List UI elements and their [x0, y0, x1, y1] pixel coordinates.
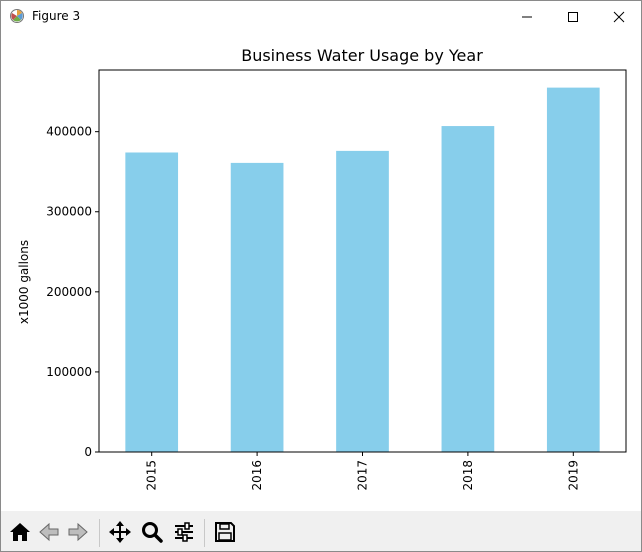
close-icon [613, 11, 625, 22]
configure-subplots-icon [175, 522, 193, 542]
y-tick-label: 0 [84, 445, 92, 459]
x-axis-ticks: 2015 2016 2017 2018 2019 [145, 452, 580, 491]
bar-2018 [441, 126, 495, 452]
close-button[interactable] [596, 1, 642, 32]
x-tick-label: 2017 [356, 460, 370, 491]
window-title: Figure 3 [32, 9, 81, 23]
bar-2015 [125, 152, 179, 452]
y-tick-label: 100000 [46, 365, 92, 379]
chart-title: Business Water Usage by Year [241, 46, 483, 65]
x-tick-label: 2015 [145, 460, 159, 491]
bar-2017 [336, 150, 389, 452]
pan-move-icon [109, 521, 131, 543]
back-button[interactable] [35, 517, 63, 547]
zoom-button[interactable] [138, 517, 166, 547]
maximize-button[interactable] [550, 1, 596, 32]
matplotlib-logo-icon [10, 9, 24, 23]
bar-2016 [230, 162, 284, 452]
forward-button[interactable] [64, 517, 92, 547]
maximize-icon [568, 11, 578, 22]
minimize-icon [522, 16, 532, 17]
configure-subplots-button[interactable] [170, 517, 198, 547]
toolbar-separator [99, 519, 100, 547]
zoom-magnifier-icon [142, 522, 163, 543]
save-floppy-icon [215, 522, 235, 542]
y-tick-label: 200000 [46, 285, 92, 299]
y-axis-ticks: 0 100000 200000 300000 400000 [46, 125, 99, 459]
bars [125, 87, 600, 452]
back-arrow-icon [39, 522, 59, 542]
x-tick-label: 2018 [461, 460, 475, 491]
y-axis-label: x1000 gallons [17, 240, 31, 324]
x-tick-label: 2019 [566, 460, 580, 491]
minimize-button[interactable] [504, 1, 550, 32]
bar-chart: Business Water Usage by Year x1000 gallo… [17, 46, 627, 491]
toolbar-separator [204, 519, 205, 547]
navigation-toolbar [1, 511, 641, 551]
x-tick-label: 2016 [250, 460, 264, 491]
forward-arrow-icon [68, 522, 88, 542]
home-icon [10, 523, 30, 541]
axes-frame [98, 69, 627, 453]
y-tick-label: 400000 [46, 125, 92, 139]
figure-canvas[interactable]: Business Water Usage by Year x1000 gallo… [1, 32, 641, 511]
pan-button[interactable] [106, 517, 134, 547]
save-button[interactable] [211, 517, 239, 547]
y-tick-label: 300000 [46, 205, 92, 219]
title-bar[interactable]: Figure 3 [1, 1, 641, 32]
home-button[interactable] [6, 517, 34, 547]
bar-2019 [546, 87, 600, 452]
